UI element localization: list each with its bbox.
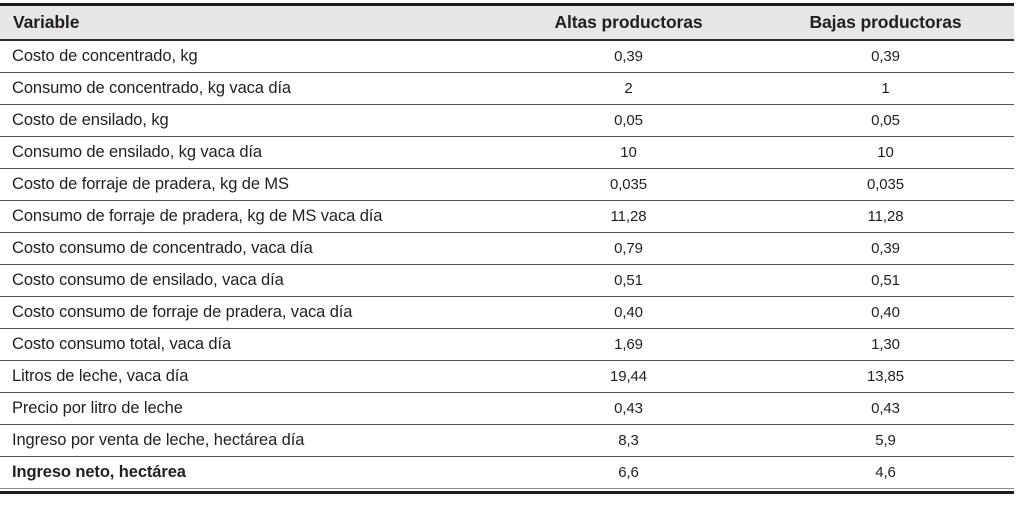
row-value-altas: 19,44 [500, 360, 757, 393]
row-variable-label: Ingreso por venta de leche, hectárea día [0, 424, 500, 457]
row-value-altas: 0,035 [500, 168, 757, 201]
row-value-altas: 0,43 [500, 392, 757, 425]
col-header-altas-productoras: Altas productoras [500, 6, 757, 41]
row-value-bajas: 4,6 [757, 456, 1014, 489]
row-value-altas: 11,28 [500, 200, 757, 233]
row-variable-label: Consumo de concentrado, kg vaca día [0, 72, 500, 105]
row-value-altas: 0,39 [500, 40, 757, 73]
table-row: Costo de ensilado, kg 0,05 0,05 [0, 104, 1014, 137]
row-variable-label: Costo consumo total, vaca día [0, 328, 500, 361]
row-value-altas: 2 [500, 72, 757, 105]
row-value-altas: 0,79 [500, 232, 757, 265]
col-header-variable: Variable [0, 6, 500, 41]
table-row: Consumo de forraje de pradera, kg de MS … [0, 200, 1014, 233]
table-row: Ingreso por venta de leche, hectárea día… [0, 424, 1014, 457]
table-row: Costo consumo de concentrado, vaca día 0,… [0, 232, 1014, 265]
row-value-bajas: 1,30 [757, 328, 1014, 361]
row-value-altas: 1,69 [500, 328, 757, 361]
table-row: Consumo de ensilado, kg vaca día 10 10 [0, 136, 1014, 169]
row-variable-label: Costo de forraje de pradera, kg de MS [0, 168, 500, 201]
row-value-bajas: 1 [757, 72, 1014, 105]
table-row: Costo consumo de ensilado, vaca día 0,51 0… [0, 264, 1014, 297]
row-value-altas: 0,51 [500, 264, 757, 297]
row-variable-label: Costo consumo de forraje de pradera, vac… [0, 296, 500, 329]
table-row: Litros de leche, vaca día 19,44 13,85 [0, 360, 1014, 393]
row-value-bajas: 0,40 [757, 296, 1014, 329]
table-row: Costo de forraje de pradera, kg de MS 0,0… [0, 168, 1014, 201]
table-top-rule [0, 3, 1014, 6]
row-value-bajas: 0,05 [757, 104, 1014, 137]
table-row: Ingreso neto, hectárea 6,6 4,6 [0, 456, 1014, 489]
row-value-altas: 8,3 [500, 424, 757, 457]
row-value-bajas: 13,85 [757, 360, 1014, 393]
row-value-altas: 0,05 [500, 104, 757, 137]
row-value-bajas: 11,28 [757, 200, 1014, 233]
table-row: Costo consumo de forraje de pradera, vac… [0, 296, 1014, 329]
row-value-bajas: 0,43 [757, 392, 1014, 425]
col-header-bajas-productoras: Bajas productoras [757, 6, 1014, 41]
row-value-altas: 6,6 [500, 456, 757, 489]
row-variable-label: Consumo de ensilado, kg vaca día [0, 136, 500, 169]
row-variable-label: Costo de ensilado, kg [0, 104, 500, 137]
row-variable-label: Ingreso neto, hectárea [0, 456, 500, 489]
row-variable-label: Costo consumo de concentrado, vaca día [0, 232, 500, 265]
row-value-altas: 10 [500, 136, 757, 169]
row-variable-label: Costo consumo de ensilado, vaca día [0, 264, 500, 297]
table-row: Costo de concentrado, kg 0,39 0,39 [0, 40, 1014, 73]
header-row: Variable Altas productoras Bajas product… [0, 6, 1014, 41]
table-bottom-rule [0, 490, 1014, 494]
row-variable-label: Consumo de forraje de pradera, kg de MS … [0, 200, 500, 233]
table-row: Consumo de concentrado, kg vaca día 2 1 [0, 72, 1014, 105]
row-value-bajas: 0,035 [757, 168, 1014, 201]
table-body: Costo de concentrado, kg 0,39 0,39 Consumo … [0, 40, 1014, 489]
production-cost-table: Variable Altas productoras Bajas product… [0, 6, 1014, 489]
row-value-bajas: 0,39 [757, 232, 1014, 265]
production-cost-table-wrap: Variable Altas productoras Bajas product… [0, 3, 1014, 494]
table-header: Variable Altas productoras Bajas product… [0, 6, 1014, 41]
row-variable-label: Costo de concentrado, kg [0, 40, 500, 73]
row-variable-label: Precio por litro de leche [0, 392, 500, 425]
row-value-bajas: 0,39 [757, 40, 1014, 73]
table-row: Costo consumo total, vaca día 1,69 1,30 [0, 328, 1014, 361]
row-value-bajas: 10 [757, 136, 1014, 169]
row-value-bajas: 0,51 [757, 264, 1014, 297]
row-variable-label: Litros de leche, vaca día [0, 360, 500, 393]
row-value-altas: 0,40 [500, 296, 757, 329]
table-row: Precio por litro de leche 0,43 0,43 [0, 392, 1014, 425]
row-value-bajas: 5,9 [757, 424, 1014, 457]
